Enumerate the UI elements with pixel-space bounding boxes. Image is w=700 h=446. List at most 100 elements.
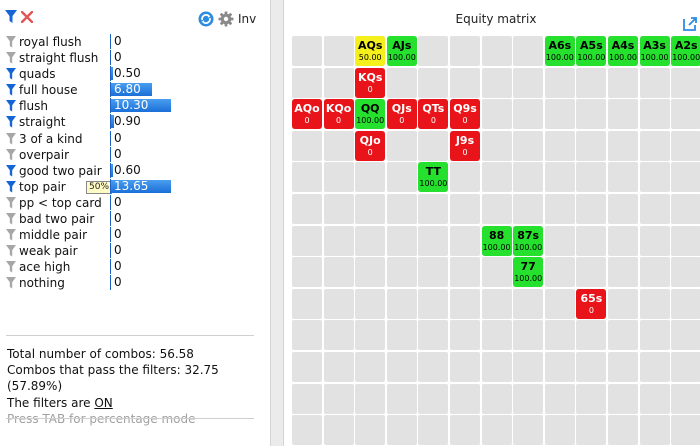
matrix-cell[interactable] <box>481 288 512 319</box>
matrix-cell[interactable] <box>323 36 354 66</box>
matrix-cell[interactable] <box>323 67 354 98</box>
matrix-cell[interactable] <box>355 320 386 351</box>
hand-cell[interactable]: 77 100.00 <box>513 257 544 288</box>
matrix-cell[interactable] <box>386 288 417 319</box>
filter-value-bar[interactable]: 10.30 <box>110 98 171 114</box>
matrix-cell[interactable] <box>671 320 700 351</box>
matrix-cell[interactable] <box>671 352 700 382</box>
matrix-cell[interactable] <box>513 288 544 319</box>
matrix-cell[interactable] <box>481 257 512 288</box>
matrix-cell[interactable] <box>639 162 670 193</box>
hand-cell[interactable]: QJo 0 <box>355 130 386 161</box>
matrix-cell[interactable] <box>608 352 638 382</box>
matrix-cell[interactable] <box>386 67 417 98</box>
matrix-cell[interactable] <box>450 288 480 319</box>
matrix-cell[interactable] <box>671 383 700 414</box>
filter-value-bar[interactable]: 0 <box>110 34 170 49</box>
funnel-icon[interactable] <box>6 148 16 161</box>
hand-cell[interactable]: QJs 0 <box>386 99 417 130</box>
matrix-cell[interactable] <box>481 194 512 224</box>
matrix-cell[interactable] <box>418 288 449 319</box>
funnel-icon[interactable] <box>6 164 16 177</box>
matrix-cell[interactable] <box>386 194 417 224</box>
matrix-cell[interactable] <box>355 352 386 382</box>
matrix-cell[interactable] <box>639 194 670 224</box>
matrix-cell[interactable] <box>671 162 700 193</box>
matrix-cell[interactable] <box>323 288 354 319</box>
matrix-cell[interactable] <box>323 162 354 193</box>
matrix-cell[interactable] <box>513 383 544 414</box>
matrix-cell[interactable] <box>450 257 480 288</box>
hand-cell[interactable]: AJs 100.00 <box>386 36 417 66</box>
matrix-cell[interactable] <box>576 67 607 98</box>
matrix-cell[interactable] <box>576 194 607 224</box>
matrix-cell[interactable] <box>544 99 575 130</box>
matrix-cell[interactable] <box>639 257 670 288</box>
filter-value-bar[interactable]: 0 <box>110 227 170 243</box>
matrix-cell[interactable] <box>608 383 638 414</box>
funnel-icon[interactable] <box>6 180 16 193</box>
matrix-cell[interactable] <box>323 130 354 161</box>
matrix-cell[interactable] <box>639 99 670 130</box>
matrix-cell[interactable] <box>513 352 544 382</box>
hand-cell[interactable]: A5s 100.00 <box>576 36 607 66</box>
filter-value-bar[interactable]: 0 <box>110 211 170 227</box>
clear-icon[interactable] <box>21 11 33 23</box>
matrix-cell[interactable] <box>323 225 354 256</box>
filter-value-bar[interactable]: 0 <box>110 130 170 146</box>
matrix-cell[interactable] <box>513 194 544 224</box>
matrix-cell[interactable] <box>513 36 544 66</box>
hand-cell[interactable]: 87s 100.00 <box>513 225 544 256</box>
funnel-icon[interactable] <box>6 84 16 96</box>
matrix-cell[interactable] <box>418 352 449 382</box>
invert-button[interactable]: Inv <box>238 12 257 26</box>
matrix-cell[interactable] <box>418 225 449 256</box>
matrix-cell[interactable] <box>418 130 449 161</box>
matrix-cell[interactable] <box>292 320 322 351</box>
matrix-cell[interactable] <box>481 383 512 414</box>
matrix-cell[interactable] <box>671 67 700 98</box>
matrix-cell[interactable] <box>544 194 575 224</box>
matrix-cell[interactable] <box>323 352 354 382</box>
matrix-cell[interactable] <box>639 130 670 161</box>
matrix-cell[interactable] <box>608 320 638 351</box>
filter-value-bar[interactable]: 0 <box>110 259 170 275</box>
matrix-cell[interactable] <box>481 352 512 382</box>
funnel-icon[interactable] <box>6 36 16 48</box>
matrix-cell[interactable] <box>671 194 700 224</box>
matrix-cell[interactable] <box>544 225 575 256</box>
matrix-cell[interactable] <box>608 288 638 319</box>
hand-cell[interactable]: QTs 0 <box>418 99 449 130</box>
matrix-cell[interactable] <box>608 130 638 161</box>
matrix-cell[interactable] <box>608 415 638 446</box>
matrix-cell[interactable] <box>639 352 670 382</box>
matrix-cell[interactable] <box>418 67 449 98</box>
matrix-cell[interactable] <box>292 288 322 319</box>
matrix-cell[interactable] <box>450 225 480 256</box>
matrix-cell[interactable] <box>292 194 322 224</box>
matrix-cell[interactable] <box>292 36 322 66</box>
matrix-cell[interactable] <box>576 162 607 193</box>
matrix-cell[interactable] <box>544 130 575 161</box>
matrix-cell[interactable] <box>418 36 449 66</box>
hand-cell[interactable]: J9s 0 <box>450 130 480 161</box>
filter-value-bar[interactable]: 0.50 <box>110 66 170 82</box>
matrix-cell[interactable] <box>418 257 449 288</box>
matrix-cell[interactable] <box>450 67 480 98</box>
hand-cell[interactable]: Q9s 0 <box>450 99 480 130</box>
refresh-icon[interactable] <box>198 11 214 27</box>
matrix-cell[interactable] <box>481 36 512 66</box>
matrix-cell[interactable] <box>292 415 322 446</box>
matrix-cell[interactable] <box>544 383 575 414</box>
filter-value-bar[interactable]: 0 <box>110 50 170 66</box>
matrix-cell[interactable] <box>292 162 322 193</box>
matrix-cell[interactable] <box>639 383 670 414</box>
hand-cell[interactable]: A2s 100.00 <box>671 36 700 66</box>
matrix-cell[interactable] <box>355 288 386 319</box>
matrix-cell[interactable] <box>292 225 322 256</box>
matrix-cell[interactable] <box>418 320 449 351</box>
hand-cell[interactable]: A6s 100.00 <box>544 36 575 66</box>
matrix-cell[interactable] <box>355 194 386 224</box>
matrix-cell[interactable] <box>576 415 607 446</box>
filter-icon[interactable] <box>5 10 17 24</box>
